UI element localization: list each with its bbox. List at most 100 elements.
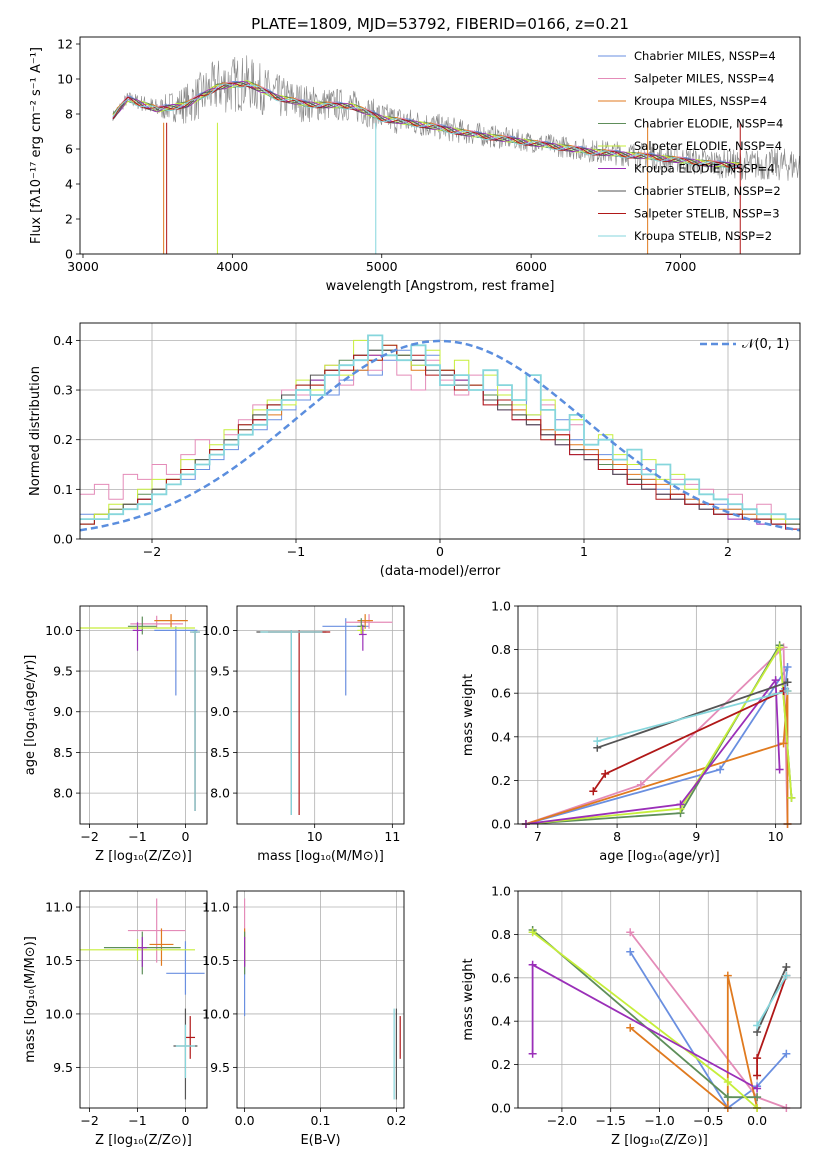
y-tick-label: 8.5 [53, 745, 73, 760]
weight-marker [676, 800, 685, 809]
x-axis-label: E(B-V) [300, 1133, 340, 1148]
legend-label: Salpeter ELODIE, NSSP=4 [634, 139, 782, 153]
weight-marker [783, 687, 792, 696]
x-axis-label: mass [log₁₀(M/M⊙)] [257, 849, 384, 864]
legend-label: Chabrier ELODIE, NSSP=4 [634, 117, 783, 131]
y-tick-label: 1.0 [491, 884, 511, 899]
weight-marker [783, 663, 792, 672]
weight-line [525, 677, 781, 824]
y-tick-label: 10.5 [45, 953, 73, 968]
x-axis-label: Z [log₁₀(Z/Z⊙)] [95, 1133, 192, 1148]
weight-marker [753, 1093, 762, 1102]
residual-histogram-step [80, 334, 800, 520]
weight-marker [753, 1054, 762, 1063]
y-tick-label: 11.0 [202, 900, 230, 915]
y-tick-label: 8.0 [53, 786, 73, 801]
y-axis-label: mass weight [461, 958, 476, 1040]
legend-label: Chabrier STELIB, NSSP=2 [634, 184, 781, 198]
legend-label: Kroupa STELIB, NSSP=2 [634, 229, 772, 243]
weight-marker [601, 769, 610, 778]
y-tick-label: 9.0 [210, 704, 230, 719]
x-tick-label: 7 [534, 829, 542, 844]
weight-line [756, 975, 788, 1026]
plot-area [80, 898, 205, 1100]
x-tick-label: 6000 [515, 259, 547, 274]
weight-marker [753, 1071, 762, 1080]
legend-label: 𝒩(0, 1) [742, 337, 789, 352]
x-axis-label: age [log₁₀(age/yr)] [599, 849, 720, 864]
y-axis-label: Flux [fλ10⁻¹⁷ erg cm⁻² s⁻¹ A⁻¹] [29, 47, 44, 244]
x-tick-label: −2 [80, 829, 98, 844]
weight-line [532, 931, 758, 1108]
weight-marker [528, 1049, 537, 1058]
y-tick-label: 0.2 [491, 1057, 511, 1072]
chart-title: PLATE=1809, MJD=53792, FIBERID=0166, z=0… [251, 15, 629, 33]
weight-line [525, 666, 789, 824]
x-tick-label: 0 [181, 1113, 189, 1128]
y-tick-label: 10.0 [202, 1006, 230, 1021]
chart-weight-vs-age: 7 8 9 10 0.0 0.2 0.4 0.6 0.8 1.0 age [log₁₀(age/yr… [461, 599, 802, 864]
normal-curve [80, 339, 800, 532]
weight-line [525, 644, 793, 824]
x-tick-label: 10 [768, 829, 784, 844]
legend-label: Chabrier MILES, NSSP=4 [634, 49, 776, 63]
observed-spectrum-line [112, 55, 800, 181]
chart-weight-vs-Z: −2.0 −1.5 −1.0 −0.5 0.0 0.0 0.2 0.4 0.6 0.8 1.0 Z [… [461, 884, 802, 1148]
x-tick-label: −2 [143, 544, 161, 559]
legend-label: Kroupa MILES, NSSP=4 [634, 94, 767, 108]
x-tick-label: 10 [307, 829, 323, 844]
y-tick-label: 0.3 [53, 383, 73, 398]
y-tick-label: 6 [65, 142, 73, 157]
weight-marker [716, 765, 725, 774]
y-tick-label: 10.5 [202, 953, 230, 968]
x-tick-label: −1 [128, 829, 146, 844]
model-spectrum-line [112, 80, 741, 168]
plot-area [243, 898, 401, 1100]
weight-line [525, 642, 793, 824]
axes-frame [79, 890, 208, 1109]
y-tick-label: 9.0 [53, 704, 73, 719]
weight-line [525, 690, 789, 824]
weight-line [756, 975, 788, 1076]
y-tick-label: 1.0 [491, 599, 511, 614]
x-tick-label: −1 [287, 544, 305, 559]
residual-histogram-step [80, 349, 800, 525]
x-axis-label: wavelength [Angstrom, rest frame] [326, 279, 555, 294]
x-axis-label: Z [log₁₀(Z/Z⊙)] [611, 1133, 708, 1148]
y-tick-label: 8.0 [210, 786, 230, 801]
y-tick-label: 0 [65, 247, 73, 262]
model-spectrum-line [112, 81, 741, 169]
weight-marker [782, 1049, 791, 1058]
y-tick-label: 9.5 [53, 664, 73, 679]
y-tick-label: 0.4 [491, 729, 511, 744]
y-tick-label: 0.6 [491, 970, 511, 985]
axes-frame [236, 605, 405, 825]
weight-line [629, 975, 758, 1108]
weight-marker [782, 971, 791, 980]
x-tick-label: 0 [181, 829, 189, 844]
y-tick-label: 0.8 [491, 927, 511, 942]
axes-frame [517, 605, 802, 825]
weight-marker [723, 1077, 732, 1086]
weight-marker [775, 643, 784, 652]
model-spectrum-line [112, 83, 741, 169]
x-tick-label: −2 [80, 1113, 98, 1128]
y-axis-label: age [log₁₀(age/yr)] [23, 655, 38, 776]
weight-line [525, 645, 789, 824]
y-tick-label: 9.5 [210, 1060, 230, 1075]
weight-marker [626, 947, 635, 956]
y-tick-label: 11.0 [45, 900, 73, 915]
plot-area [80, 614, 200, 811]
weight-marker [528, 960, 537, 969]
chart-mass-vs-ebv: 0.0 0.1 0.2 9.5 10.0 10.5 11.0 E(B-V) [202, 890, 406, 1148]
weight-marker [753, 1084, 762, 1093]
y-tick-label: 10 [57, 72, 73, 87]
weight-marker [723, 1093, 732, 1102]
y-tick-label: 12 [57, 37, 73, 52]
x-tick-label: −1.0 [644, 1113, 674, 1128]
plot-area [525, 642, 793, 824]
y-tick-label: 8 [65, 107, 73, 122]
y-tick-label: 2 [65, 212, 73, 227]
weight-line [597, 681, 788, 749]
